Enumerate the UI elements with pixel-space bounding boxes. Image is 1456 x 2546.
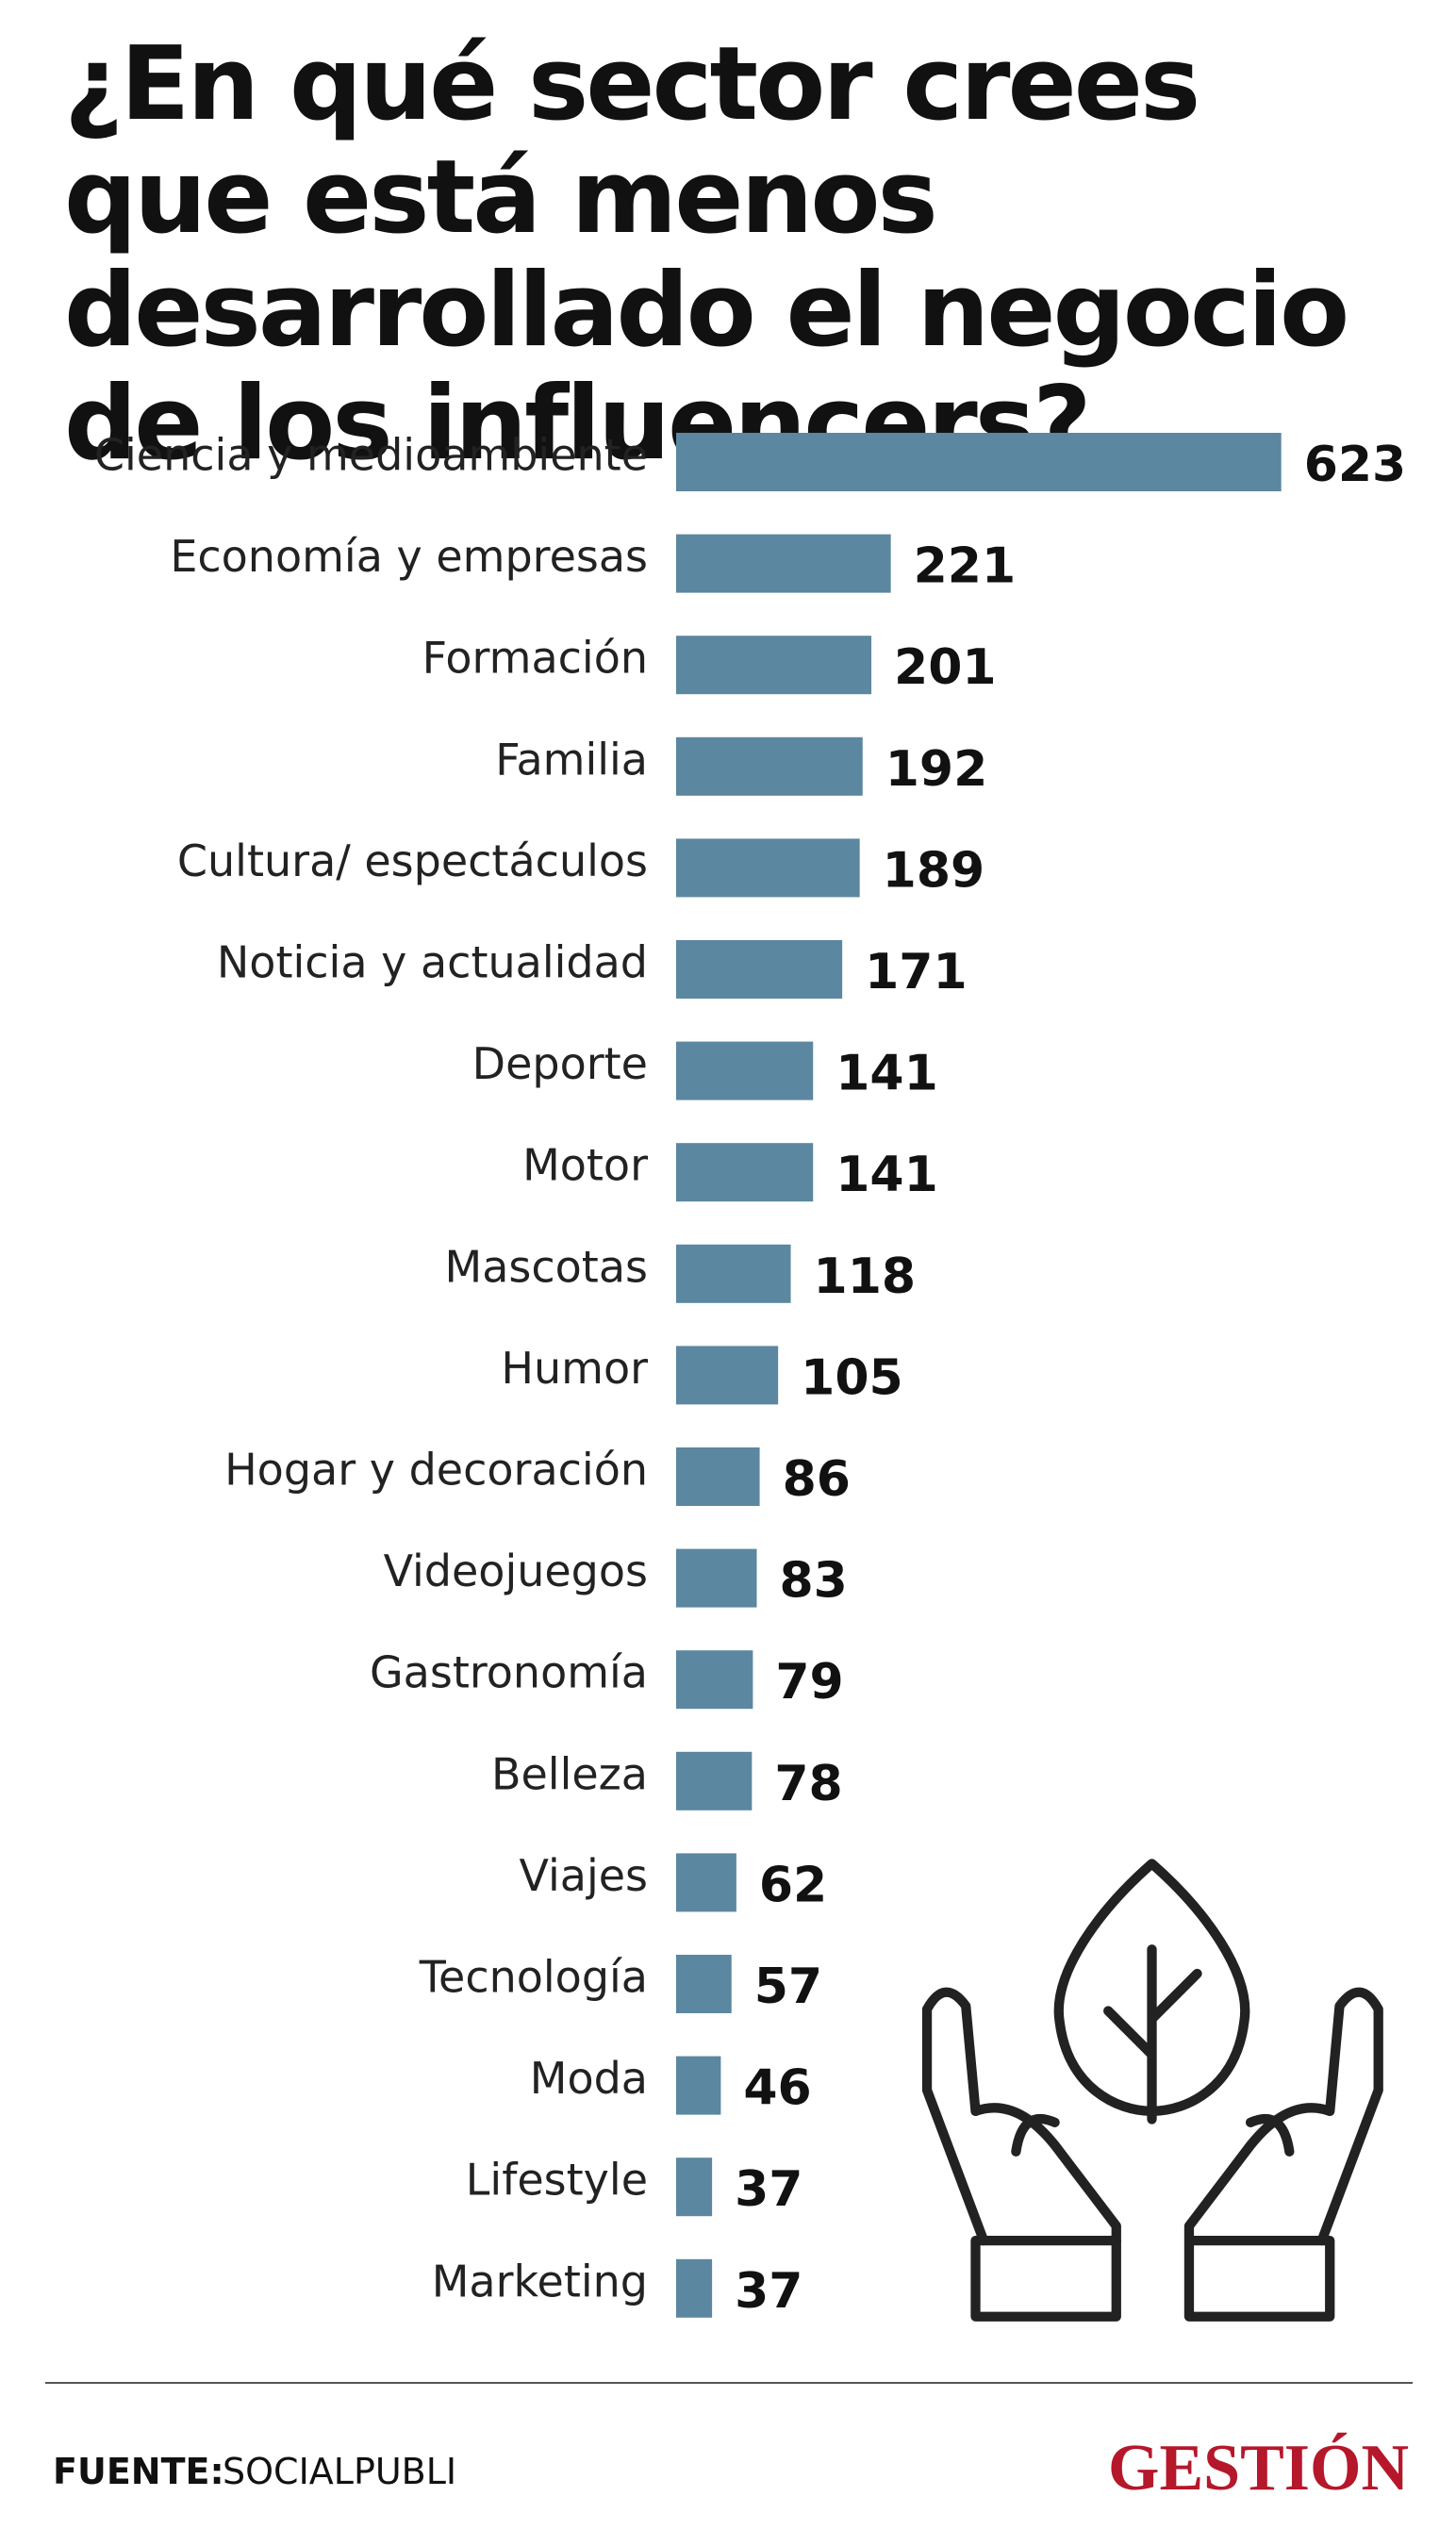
category-label: Cultura/ espectáculos [177,835,648,886]
bar [676,736,863,796]
category-label: Mascotas [445,1241,648,1292]
value-label: 141 [836,1046,938,1102]
bar [676,636,872,695]
bar [676,1853,736,1912]
icon [921,1859,1383,2322]
logo: GESTIÓN [1108,2432,1409,2505]
value-label: 86 [783,1451,851,1508]
value-label: 62 [759,1857,827,1913]
bar [676,1346,779,1405]
category-label: Humor [501,1343,648,1394]
category-label: Economía y empresas [170,531,648,582]
value-label: 221 [914,538,1017,595]
category-label: Motor [522,1140,648,1191]
bar [676,940,843,999]
bar [676,1751,753,1810]
value-label: 141 [836,1147,938,1203]
category-label: Videojuegos [384,1546,648,1596]
source: SOCIALPUBLI [223,2451,456,2492]
category-label: Lifestyle [466,2155,648,2206]
category-label: Belleza [491,1748,648,1799]
value-label: 37 [735,2161,802,2218]
bar [676,2056,721,2115]
value-label: 57 [754,1959,822,2015]
category-label: Marketing [432,2256,648,2306]
value-label: 83 [779,1553,847,1610]
category-label: Hogar y decoración [224,1445,648,1496]
bar [676,1143,814,1202]
category-label: Viajes [520,1850,648,1901]
category-label: Familia [495,734,648,785]
category-label: Formación [422,633,648,684]
bar [676,433,1282,491]
value-label: 201 [894,639,997,696]
value-label: 105 [801,1349,903,1406]
bar [676,1447,760,1506]
bar [676,2258,713,2318]
value-label: 79 [775,1654,843,1711]
category-label: Gastronomía [370,1647,648,1698]
value-label: 623 [1304,437,1407,493]
bar [676,1548,757,1608]
chart-title: ¿En qué sector crees que está menos desa… [64,25,1349,483]
category-label: Tecnología [419,1952,648,2003]
value-label: 192 [885,741,988,798]
source-label: FUENTE: [53,2451,224,2492]
bar [676,2157,713,2217]
category-label: Moda [530,2053,648,2104]
bar [676,1244,791,1303]
value-label: 171 [865,944,968,1000]
bar [676,1650,753,1710]
value-label: 189 [883,842,985,899]
value-label: 37 [735,2263,802,2320]
value-label: 46 [743,2060,811,2117]
bar [676,1041,814,1100]
value-label: 78 [774,1756,842,1812]
bar [676,1955,732,2013]
category-label: Deporte [472,1038,648,1089]
bar [676,534,891,593]
category-label: Noticia y actualidad [217,937,648,988]
category-label: Ciencia y medioambiente [94,430,648,481]
value-label: 118 [814,1248,917,1305]
bar [676,838,860,898]
